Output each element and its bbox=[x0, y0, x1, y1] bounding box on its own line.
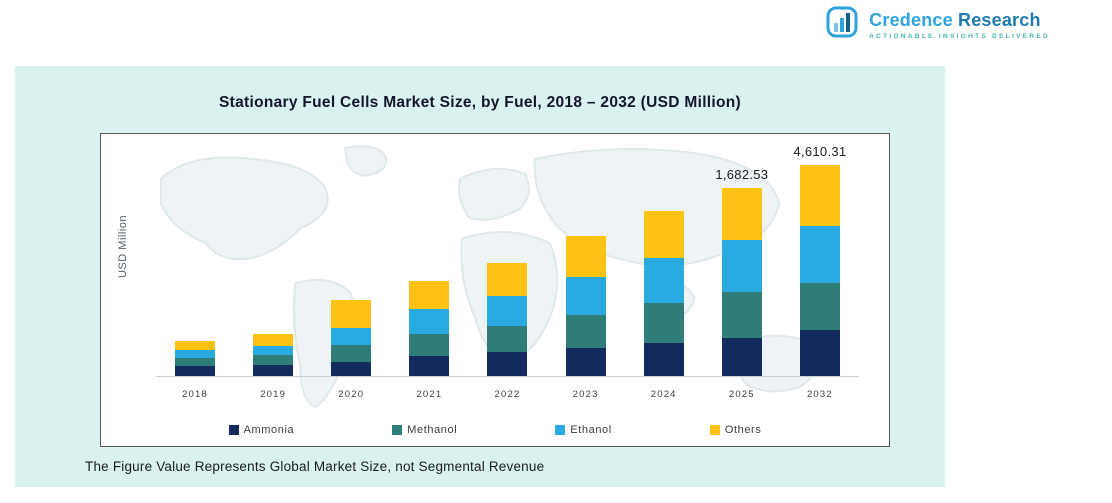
x-tick-2020: 2020 bbox=[338, 389, 365, 400]
bar-segment-others bbox=[721, 188, 762, 240]
x-axis-labels: 2018 2019 2020 2021 2022 2023 2024 2025 2032 bbox=[156, 389, 859, 400]
legend-item-ethanol: Ethanol bbox=[555, 424, 612, 436]
bar-segment-others bbox=[799, 165, 840, 226]
bar-2023 bbox=[547, 131, 625, 376]
bar-segment-ammonia bbox=[799, 330, 840, 376]
bar-segment-ammonia bbox=[175, 366, 216, 376]
legend-swatch-methanol bbox=[392, 425, 403, 435]
brand-name: Credence Research bbox=[869, 10, 1050, 31]
bar-segment-ethanol bbox=[565, 277, 606, 315]
bar-stack-2024 bbox=[643, 211, 684, 376]
data-label-2032: 4,610.31 bbox=[793, 144, 847, 159]
brand-primary: Credence bbox=[869, 10, 953, 31]
data-label-2025: 1,682.53 bbox=[715, 167, 769, 182]
credence-research-logo: Credence Research Actionable Insights De… bbox=[825, 5, 1050, 46]
bar-stack-2032 bbox=[799, 165, 840, 376]
bar-segment-methanol bbox=[253, 355, 294, 365]
bar-segment-ammonia bbox=[331, 362, 372, 376]
bar-2021 bbox=[390, 131, 468, 376]
bar-segment-others bbox=[175, 341, 216, 350]
bar-stack-2018 bbox=[175, 341, 216, 376]
chart-panel: Stationary Fuel Cells Market Size, by Fu… bbox=[15, 66, 945, 487]
legend-swatch-ethanol bbox=[555, 425, 566, 435]
bar-segment-ethanol bbox=[487, 296, 528, 326]
bar-segment-ethanol bbox=[331, 328, 372, 345]
x-tick-2018: 2018 bbox=[182, 389, 209, 400]
legend-swatch-others bbox=[709, 425, 720, 435]
bar-segment-methanol bbox=[721, 292, 762, 338]
bar-segment-ammonia bbox=[565, 348, 606, 376]
bar-segment-ethanol bbox=[409, 309, 450, 334]
bar-segment-ethanol bbox=[721, 240, 762, 292]
bars-area: 1,682.53 4,610.31 bbox=[156, 131, 859, 377]
bar-segment-ammonia bbox=[409, 356, 450, 376]
legend-label-others: Others bbox=[724, 424, 762, 436]
bar-segment-methanol bbox=[565, 315, 606, 348]
bar-segment-methanol bbox=[799, 283, 840, 330]
bar-stack-2023 bbox=[565, 236, 606, 376]
bar-segment-others bbox=[253, 334, 294, 346]
bar-segment-ammonia bbox=[487, 352, 528, 376]
bar-segment-ethanol bbox=[175, 350, 216, 358]
bar-2022 bbox=[468, 131, 546, 376]
bar-stack-2022 bbox=[487, 263, 528, 376]
bar-segment-ammonia bbox=[253, 365, 294, 376]
x-tick-2023: 2023 bbox=[572, 389, 599, 400]
bar-2025: 1,682.53 bbox=[703, 131, 781, 376]
bar-segment-ethanol bbox=[799, 226, 840, 283]
bar-stack-2019 bbox=[253, 334, 294, 376]
x-tick-2025: 2025 bbox=[728, 389, 755, 400]
bar-2019 bbox=[234, 131, 312, 376]
bar-segment-others bbox=[487, 263, 528, 296]
brand-tagline: Actionable Insights Delivered bbox=[869, 32, 1050, 40]
bar-segment-others bbox=[565, 236, 606, 277]
chart-title: Stationary Fuel Cells Market Size, by Fu… bbox=[218, 94, 742, 111]
bar-segment-ammonia bbox=[721, 338, 762, 376]
x-tick-2021: 2021 bbox=[416, 389, 443, 400]
legend: Ammonia Methanol Ethanol Others bbox=[101, 424, 889, 436]
bar-stack-2025 bbox=[721, 188, 762, 376]
legend-item-methanol: Methanol bbox=[392, 424, 457, 436]
legend-item-others: Others bbox=[709, 424, 762, 436]
bar-segment-methanol bbox=[331, 345, 372, 362]
legend-label-methanol: Methanol bbox=[407, 424, 458, 436]
footer-note: The Figure Value Represents Global Marke… bbox=[85, 459, 545, 474]
bar-segment-methanol bbox=[487, 326, 528, 352]
bar-stack-2021 bbox=[409, 281, 450, 376]
legend-item-ammonia: Ammonia bbox=[228, 424, 295, 436]
legend-swatch-ammonia bbox=[228, 425, 239, 435]
bar-2018 bbox=[156, 131, 234, 376]
bar-segment-others bbox=[643, 211, 684, 258]
x-tick-2019: 2019 bbox=[260, 389, 287, 400]
plot-area: USD Million 1,682.53 4,610.31 2018 2019 202… bbox=[100, 133, 890, 447]
logo-text: Credence Research Actionable Insights De… bbox=[869, 10, 1050, 40]
x-tick-2024: 2024 bbox=[650, 389, 677, 400]
brand-secondary: Research bbox=[958, 10, 1041, 31]
legend-label-ammonia: Ammonia bbox=[243, 424, 295, 436]
x-tick-2022: 2022 bbox=[494, 389, 521, 400]
bar-segment-ethanol bbox=[253, 346, 294, 355]
bar-2020 bbox=[312, 131, 390, 376]
bar-segment-ethanol bbox=[643, 258, 684, 303]
bar-2032: 4,610.31 bbox=[781, 131, 859, 376]
bar-2024 bbox=[625, 131, 703, 376]
bar-chart-logo-icon bbox=[825, 5, 861, 46]
bar-segment-methanol bbox=[409, 334, 450, 356]
bar-stack-2020 bbox=[331, 300, 372, 376]
bar-segment-ammonia bbox=[643, 343, 684, 376]
y-axis-title: USD Million bbox=[117, 215, 129, 279]
bar-segment-methanol bbox=[175, 358, 216, 366]
bar-segment-others bbox=[331, 300, 372, 328]
bar-segment-methanol bbox=[643, 303, 684, 343]
bar-segment-others bbox=[409, 281, 450, 309]
x-tick-2032: 2032 bbox=[806, 389, 833, 400]
legend-label-ethanol: Ethanol bbox=[570, 424, 612, 436]
